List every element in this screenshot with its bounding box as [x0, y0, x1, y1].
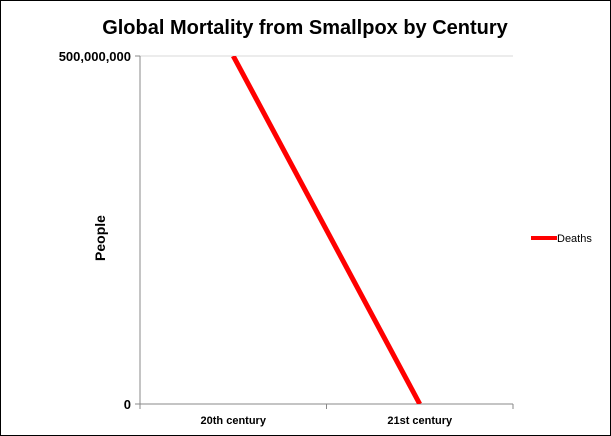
y-ticks: 0 500,000,000	[59, 49, 140, 412]
series-lines	[231, 56, 422, 404]
series-line-deaths	[231, 56, 422, 404]
x-tick-label: 21st century	[387, 415, 453, 427]
y-tick-label: 500,000,000	[59, 49, 131, 64]
legend: Deaths	[531, 233, 592, 245]
y-tick-label: 0	[124, 397, 131, 412]
legend-label-deaths: Deaths	[557, 233, 592, 245]
chart-title: Global Mortality from Smallpox by Centur…	[102, 17, 508, 39]
x-ticks: 20th century 21st century	[139, 404, 514, 427]
y-axis-label: People	[92, 215, 108, 261]
x-tick-label: 20th century	[201, 415, 267, 427]
